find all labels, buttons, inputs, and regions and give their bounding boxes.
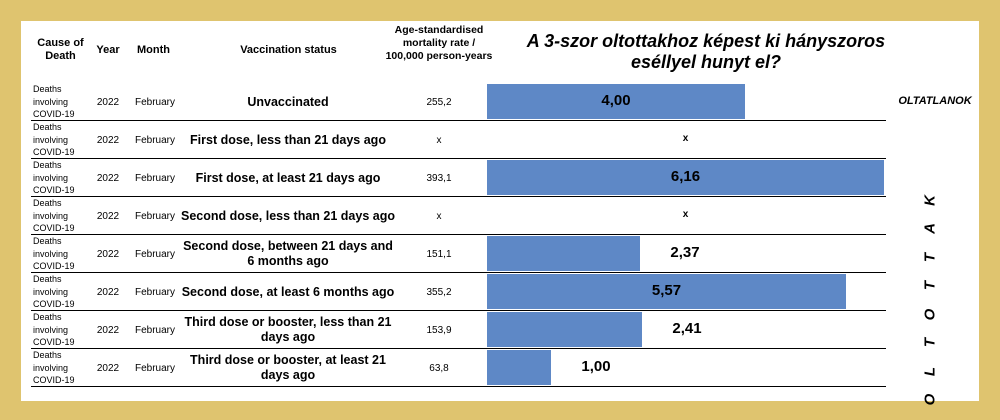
row-divider xyxy=(31,310,886,311)
cause-cell: Deaths involving COVID-19 xyxy=(33,312,75,348)
month-cell: February xyxy=(134,286,175,298)
status-cell: Second dose, between 21 days and 6 month… xyxy=(183,239,393,268)
rate-cell: 393,1 xyxy=(426,172,452,184)
rate-cell: 255,2 xyxy=(426,96,452,108)
year-cell: 2022 xyxy=(96,286,120,298)
bar-value-label: 2,37 xyxy=(670,244,700,261)
side-label-letter: T xyxy=(921,252,939,262)
side-label-letter: T xyxy=(921,337,939,348)
chart-title: A 3-szor oltottakhoz képest ki hányszoro… xyxy=(526,31,886,72)
cause-cell: Deaths involving COVID-19 xyxy=(33,274,75,310)
row-divider xyxy=(31,272,886,273)
table-row: Deaths involving COVID-19 2022 February Thi… xyxy=(21,349,979,387)
status-cell: Unvaccinated xyxy=(247,94,329,109)
bar xyxy=(487,312,642,347)
rate-cell: 63,8 xyxy=(429,362,449,374)
side-label-unvaccinated: OLTATLANOK xyxy=(898,95,972,107)
status-cell: Second dose, less than 21 days ago xyxy=(181,208,395,223)
header-month: Month xyxy=(137,44,170,56)
side-label-letter: L xyxy=(921,366,939,376)
year-cell: 2022 xyxy=(96,96,120,108)
bar xyxy=(487,84,745,119)
cause-cell: Deaths involving COVID-19 xyxy=(33,122,75,158)
month-cell: February xyxy=(134,96,175,108)
bar-value-label: 6,16 xyxy=(670,168,701,185)
status-cell: Second dose, at least 6 months ago xyxy=(181,284,395,299)
header-rate: Age-standardised mortality rate / 100,00… xyxy=(385,24,493,62)
year-cell: 2022 xyxy=(96,134,120,146)
bar-value-label: x xyxy=(682,209,689,220)
status-cell: First dose, less than 21 days ago xyxy=(190,132,386,147)
month-cell: February xyxy=(134,362,175,374)
month-cell: February xyxy=(134,134,175,146)
cause-cell: Deaths involving COVID-19 xyxy=(33,198,75,234)
table-row: Deaths involving COVID-19 2022 February Sec… xyxy=(21,273,979,311)
row-divider xyxy=(31,234,886,235)
header-year: Year xyxy=(96,44,120,56)
table-row: Deaths involving COVID-19 2022 February Fir… xyxy=(21,121,979,159)
bar-value-label: 4,00 xyxy=(601,92,631,109)
side-label-letter: K xyxy=(921,194,939,206)
table-row: Deaths involving COVID-19 2022 February Sec… xyxy=(21,235,979,273)
table-row: Deaths involving COVID-19 2022 February Unv… xyxy=(21,83,979,121)
rate-cell: 355,2 xyxy=(426,286,452,298)
year-cell: 2022 xyxy=(96,324,120,336)
rate-cell: 151,1 xyxy=(426,248,452,260)
side-label-vaccinated: O L T O T T A K xyxy=(915,171,945,406)
status-cell: Third dose or booster, less than 21 days… xyxy=(184,315,392,344)
chart-panel: Cause of Death Year Month Vaccination st… xyxy=(21,21,979,406)
side-label-letter: O xyxy=(921,308,939,320)
month-cell: February xyxy=(134,210,175,222)
year-cell: 2022 xyxy=(96,362,120,374)
side-label-letter: T xyxy=(921,280,939,291)
bar-value-label: x xyxy=(682,133,689,144)
bar xyxy=(487,236,640,271)
row-divider xyxy=(31,196,886,197)
year-cell: 2022 xyxy=(96,210,120,222)
bar-value-label: 5,57 xyxy=(651,282,682,299)
side-label-letter: O xyxy=(921,393,939,406)
header-cause: Cause of Death xyxy=(37,37,84,62)
rate-cell: x xyxy=(436,134,442,146)
year-cell: 2022 xyxy=(96,248,120,260)
month-cell: February xyxy=(134,248,175,260)
year-cell: 2022 xyxy=(96,172,120,184)
row-divider xyxy=(31,120,886,121)
cause-cell: Deaths involving COVID-19 xyxy=(33,350,75,386)
row-divider xyxy=(31,348,886,349)
table-row: Deaths involving COVID-19 2022 February Sec… xyxy=(21,197,979,235)
bar-value-label: 1,00 xyxy=(581,358,611,375)
header-status: Vaccination status xyxy=(240,44,337,56)
bar xyxy=(487,160,884,195)
month-cell: February xyxy=(134,324,175,336)
rate-cell: 153,9 xyxy=(426,324,452,336)
bar xyxy=(487,274,846,309)
cause-cell: Deaths involving COVID-19 xyxy=(33,236,75,272)
row-divider xyxy=(31,158,886,159)
row-divider xyxy=(31,386,886,387)
cause-cell: Deaths involving COVID-19 xyxy=(33,160,75,196)
table-row: Deaths involving COVID-19 2022 February Fir… xyxy=(21,159,979,197)
status-cell: First dose, at least 21 days ago xyxy=(195,170,381,185)
side-label-letter: A xyxy=(921,223,939,234)
bar-value-label: 2,41 xyxy=(672,320,702,337)
table-row: Deaths involving COVID-19 2022 February Thi… xyxy=(21,311,979,349)
bar xyxy=(487,350,551,385)
month-cell: February xyxy=(134,172,175,184)
status-cell: Third dose or booster, at least 21 days … xyxy=(190,353,386,382)
cause-cell: Deaths involving COVID-19 xyxy=(33,84,75,120)
rate-cell: x xyxy=(436,210,442,222)
